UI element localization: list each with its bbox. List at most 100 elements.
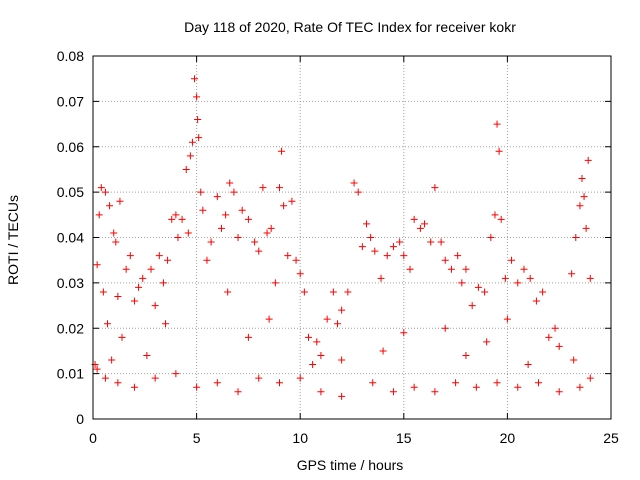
data-point [151, 374, 159, 382]
data-point [313, 338, 321, 346]
y-tick-label: 0.01 [57, 366, 84, 382]
x-tick-label: 0 [89, 430, 97, 446]
data-point [224, 288, 232, 296]
data-point [162, 320, 170, 328]
x-axis-label: GPS time / hours [297, 457, 404, 473]
data-point [101, 374, 109, 382]
data-point [213, 193, 221, 201]
data-point [95, 211, 103, 219]
data-point [143, 351, 151, 359]
data-point [495, 147, 503, 155]
data-point [186, 152, 194, 160]
data-point [110, 229, 118, 237]
data-point [194, 116, 202, 124]
data-point [267, 224, 275, 232]
data-point [344, 288, 352, 296]
data-point [534, 379, 542, 387]
data-point [483, 338, 491, 346]
data-point [481, 288, 489, 296]
data-point [309, 361, 317, 369]
data-point [265, 315, 273, 323]
data-point [524, 361, 532, 369]
data-point [389, 388, 397, 396]
data-point [501, 274, 509, 282]
data-point [421, 220, 429, 228]
data-point [539, 288, 547, 296]
data-point [431, 388, 439, 396]
data-point [288, 197, 296, 205]
data-point [570, 356, 578, 364]
data-points [91, 75, 594, 400]
y-tick-label: 0.05 [57, 184, 84, 200]
data-point [244, 215, 252, 223]
data-point [333, 320, 341, 328]
data-point [508, 256, 516, 264]
data-point [551, 324, 559, 332]
x-tick-label: 20 [500, 430, 516, 446]
data-point [578, 175, 586, 183]
data-point [275, 379, 283, 387]
data-point [338, 306, 346, 314]
data-point [400, 252, 408, 260]
data-point [354, 188, 362, 196]
data-point [441, 324, 449, 332]
data-point [491, 211, 499, 219]
data-point [191, 75, 199, 83]
data-point [296, 270, 304, 278]
data-point [203, 256, 211, 264]
data-point [182, 165, 190, 173]
data-point [487, 234, 495, 241]
data-point [168, 215, 176, 223]
data-point [230, 188, 238, 196]
data-point [106, 202, 114, 210]
data-point [367, 234, 375, 241]
data-point [317, 351, 325, 359]
data-point [338, 392, 346, 400]
data-point [147, 265, 155, 273]
grid-lines [93, 56, 611, 419]
data-point [172, 211, 180, 219]
data-point [178, 215, 186, 223]
data-point [99, 288, 107, 296]
data-point [271, 279, 279, 287]
data-point [317, 388, 325, 396]
data-point [122, 265, 130, 273]
data-point [114, 379, 122, 387]
data-point [474, 283, 482, 291]
data-point [472, 383, 480, 391]
data-point [572, 234, 580, 241]
data-point [454, 252, 462, 260]
data-point [389, 243, 397, 251]
data-point [207, 238, 215, 246]
axis-ticks [92, 55, 612, 420]
y-tick-label: 0.07 [57, 93, 84, 109]
data-point [93, 365, 101, 373]
data-point [431, 184, 439, 192]
data-point [172, 370, 180, 378]
data-point [296, 374, 304, 382]
data-point [441, 256, 449, 264]
data-point [300, 288, 308, 296]
data-point [358, 243, 366, 251]
data-point [520, 265, 528, 273]
data-point [97, 184, 105, 192]
data-point [582, 224, 590, 232]
data-point [244, 333, 252, 341]
data-point [586, 374, 594, 382]
data-point [568, 270, 576, 278]
y-tick-label: 0.06 [57, 139, 84, 155]
data-point [259, 184, 267, 192]
data-point [514, 279, 522, 287]
data-point [468, 302, 476, 310]
data-point [193, 93, 201, 101]
data-point [369, 379, 377, 387]
data-point [437, 238, 445, 246]
data-point [503, 315, 511, 323]
data-point [576, 202, 584, 210]
data-point [379, 347, 387, 355]
data-point [363, 220, 371, 228]
data-point [514, 383, 522, 391]
data-point [135, 283, 143, 291]
data-point [263, 229, 271, 237]
